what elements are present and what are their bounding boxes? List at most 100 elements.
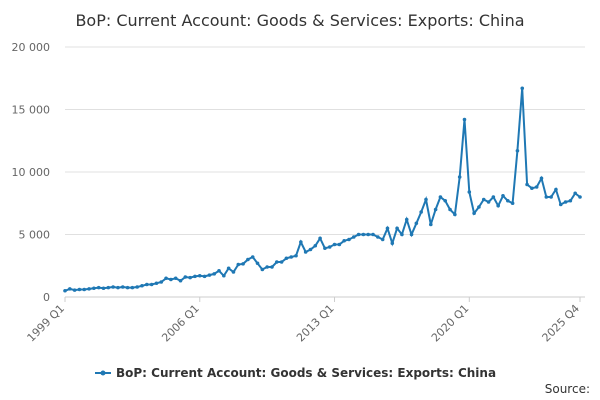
y-tick-label: 15 000 xyxy=(12,104,51,117)
data-point xyxy=(520,86,525,91)
data-point xyxy=(342,238,346,243)
data-point xyxy=(453,212,457,217)
data-point xyxy=(481,197,486,202)
data-point xyxy=(390,241,395,246)
data-point xyxy=(438,195,443,199)
data-point xyxy=(68,287,72,291)
data-point xyxy=(231,270,236,274)
legend-marker xyxy=(100,370,106,376)
data-point xyxy=(347,237,351,242)
data-point xyxy=(116,285,120,290)
data-point xyxy=(424,197,428,202)
data-point xyxy=(207,273,212,277)
source: Source: xyxy=(545,382,590,396)
data-point xyxy=(534,185,539,189)
data-point xyxy=(428,222,433,227)
data-point xyxy=(351,235,356,239)
data-point xyxy=(433,207,438,212)
data-point xyxy=(63,288,67,293)
chart-title: BoP: Current Account: Goods & Services: … xyxy=(75,11,524,30)
legend-label: BoP: Current Account: Goods & Services: … xyxy=(116,366,496,380)
series-line xyxy=(64,88,581,292)
data-point xyxy=(400,232,404,237)
data-point xyxy=(149,282,154,287)
data-point xyxy=(77,287,82,292)
data-point xyxy=(361,232,366,237)
data-point xyxy=(486,200,491,204)
data-point xyxy=(337,242,342,247)
data-point xyxy=(169,277,173,282)
data-point xyxy=(506,198,510,203)
data-point xyxy=(573,191,577,196)
data-point xyxy=(212,272,217,276)
data-point xyxy=(477,205,481,209)
data-point xyxy=(222,273,226,278)
y-tick-label: 20 000 xyxy=(12,41,51,54)
data-point xyxy=(313,243,318,248)
data-point xyxy=(101,286,106,291)
data-point xyxy=(404,217,409,222)
data-point xyxy=(255,261,260,266)
data-point xyxy=(140,283,144,288)
data-point xyxy=(274,260,279,264)
data-point xyxy=(72,288,77,292)
data-point xyxy=(356,232,361,237)
y-tick-label: 5 000 xyxy=(19,229,51,242)
data-point xyxy=(385,226,390,231)
data-point xyxy=(472,211,476,216)
data-point xyxy=(443,198,448,203)
data-point xyxy=(448,207,452,212)
data-point xyxy=(96,285,101,290)
data-point xyxy=(299,240,303,244)
data-point xyxy=(366,232,371,237)
data-point xyxy=(246,257,250,262)
data-point xyxy=(530,186,534,191)
data-point xyxy=(289,255,294,259)
data-point xyxy=(145,282,149,287)
data-point xyxy=(159,280,164,284)
data-point xyxy=(558,202,563,207)
data-point xyxy=(82,287,87,292)
data-point xyxy=(318,236,322,241)
data-point xyxy=(419,210,423,214)
x-tick-label: 1999 Q1 xyxy=(25,302,68,345)
data-point xyxy=(414,221,419,226)
data-point xyxy=(554,187,558,192)
data-point xyxy=(539,176,544,181)
data-point xyxy=(265,265,269,269)
data-point xyxy=(467,190,472,194)
data-point xyxy=(202,274,207,279)
data-point xyxy=(120,285,125,289)
data-point xyxy=(154,281,159,286)
data-point xyxy=(173,276,178,281)
data-point xyxy=(130,285,135,290)
y-tick-label: 0 xyxy=(43,291,50,304)
data-point xyxy=(578,195,582,199)
data-point xyxy=(525,182,529,187)
data-point xyxy=(236,262,241,267)
data-point xyxy=(332,242,337,247)
data-point xyxy=(510,201,515,206)
data-point xyxy=(106,285,111,290)
data-point xyxy=(501,193,505,198)
data-point xyxy=(217,268,221,273)
data-point xyxy=(568,198,573,203)
data-point xyxy=(92,286,96,291)
data-point xyxy=(188,275,192,280)
data-point xyxy=(87,287,91,291)
data-point xyxy=(111,285,115,289)
data-point xyxy=(409,232,414,237)
data-point xyxy=(395,226,399,231)
data-point xyxy=(462,117,467,122)
data-point xyxy=(178,278,183,283)
data-point xyxy=(371,232,375,237)
data-point xyxy=(125,285,130,290)
data-point xyxy=(226,266,231,271)
data-point xyxy=(279,260,284,264)
data-point xyxy=(250,255,255,259)
data-point xyxy=(164,276,168,281)
data-point xyxy=(308,247,313,252)
data-point xyxy=(563,200,568,204)
data-point xyxy=(515,148,520,153)
